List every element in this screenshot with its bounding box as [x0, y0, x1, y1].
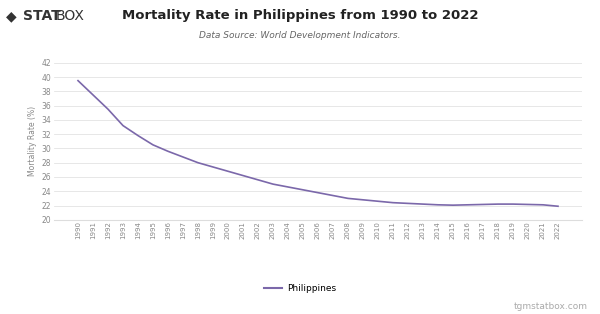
- Text: Mortality Rate in Philippines from 1990 to 2022: Mortality Rate in Philippines from 1990 …: [122, 9, 478, 22]
- Text: ◆: ◆: [6, 9, 17, 24]
- Legend: Philippines: Philippines: [260, 281, 340, 297]
- Text: Data Source: World Development Indicators.: Data Source: World Development Indicator…: [199, 31, 401, 41]
- Text: STAT: STAT: [23, 9, 61, 24]
- Text: tgmstatbox.com: tgmstatbox.com: [514, 302, 588, 311]
- Y-axis label: Mortality Rate (%): Mortality Rate (%): [28, 106, 37, 176]
- Text: BOX: BOX: [55, 9, 84, 24]
